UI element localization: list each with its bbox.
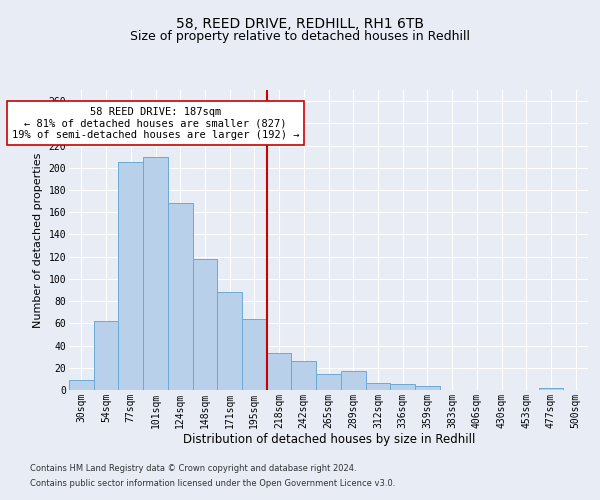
Text: Contains public sector information licensed under the Open Government Licence v3: Contains public sector information licen…: [30, 479, 395, 488]
Bar: [118, 162, 143, 390]
Text: Distribution of detached houses by size in Redhill: Distribution of detached houses by size …: [182, 432, 475, 446]
Bar: [94, 321, 118, 390]
Bar: [242, 319, 267, 390]
Text: Contains HM Land Registry data © Crown copyright and database right 2024.: Contains HM Land Registry data © Crown c…: [30, 464, 356, 473]
Bar: [415, 386, 440, 390]
Bar: [292, 361, 316, 390]
Y-axis label: Number of detached properties: Number of detached properties: [33, 152, 43, 328]
Text: Size of property relative to detached houses in Redhill: Size of property relative to detached ho…: [130, 30, 470, 43]
Bar: [69, 380, 94, 390]
Bar: [365, 384, 390, 390]
Bar: [316, 374, 341, 390]
Bar: [390, 384, 415, 390]
Bar: [143, 156, 168, 390]
Bar: [217, 292, 242, 390]
Text: 58 REED DRIVE: 187sqm
← 81% of detached houses are smaller (827)
19% of semi-det: 58 REED DRIVE: 187sqm ← 81% of detached …: [12, 106, 299, 140]
Bar: [267, 354, 292, 390]
Bar: [539, 388, 563, 390]
Bar: [341, 371, 365, 390]
Bar: [193, 259, 217, 390]
Bar: [168, 204, 193, 390]
Text: 58, REED DRIVE, REDHILL, RH1 6TB: 58, REED DRIVE, REDHILL, RH1 6TB: [176, 18, 424, 32]
